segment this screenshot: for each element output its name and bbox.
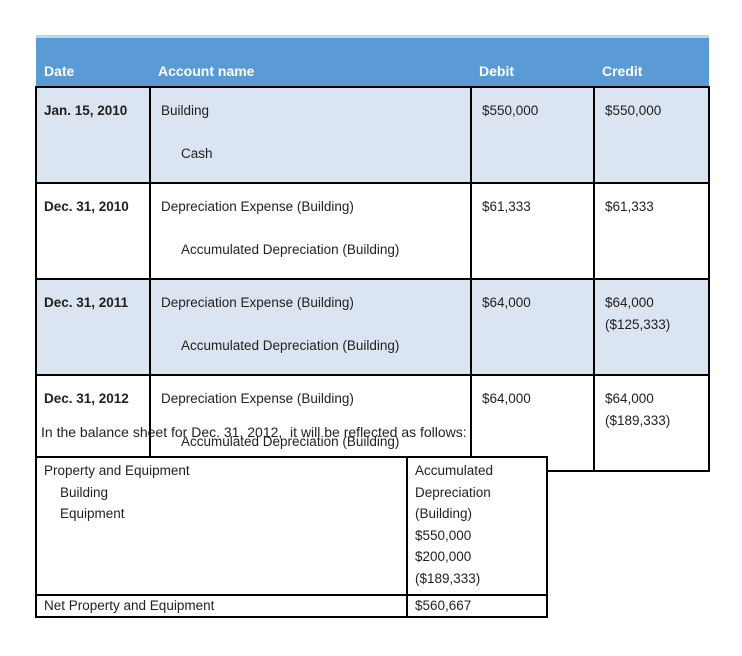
debit-account-line: Building	[161, 103, 210, 118]
equipment-label: Equipment	[60, 506, 125, 521]
debit-account-line: Depreciation Expense (Building)	[161, 295, 354, 310]
credit-account-line: Accumulated Depreciation (Building)	[181, 242, 400, 257]
debit-amount-cell: $64,000	[470, 374, 595, 472]
column-header-debit: Debit	[471, 35, 594, 87]
table-row: Dec. 31, 2011 Depreciation Expense (Buil…	[35, 278, 710, 376]
column-header-date: Date	[36, 35, 150, 87]
debit-amount-cell: $550,000	[470, 86, 595, 184]
date-cell: Dec. 31, 2010	[35, 182, 151, 280]
building-label: Building	[60, 484, 109, 500]
account-cell: Depreciation Expense (Building) Accumula…	[149, 374, 472, 472]
credit-amount-cell: $550,000	[593, 86, 710, 184]
credit-amount-cell: $64,000 ($189,333)	[593, 374, 710, 472]
date-cell: Jan. 15, 2010	[35, 86, 151, 184]
column-header-credit: Credit	[594, 35, 709, 87]
table-row: Property and Equipment Building Equipmen…	[35, 456, 548, 596]
column-header-account-name: Account name	[150, 35, 471, 87]
debit-account-line: Depreciation Expense (Building)	[161, 391, 354, 406]
credit-account-line: Cash	[181, 146, 213, 161]
credit-amount: $64,000	[605, 391, 654, 406]
credit-amount: $64,000	[605, 295, 654, 310]
table-row: Dec. 31, 2010 Depreciation Expense (Buil…	[35, 182, 710, 280]
date-cell: Dec. 31, 2011	[35, 278, 151, 376]
journal-entries-table: Date Account name Debit Credit Jan. 15, …	[35, 35, 710, 472]
credit-account-line: Accumulated Depreciation (Building)	[181, 434, 400, 449]
accumulated-balance-note: ($125,333)	[605, 317, 671, 332]
account-cell: Depreciation Expense (Building) Accumula…	[149, 182, 472, 280]
net-property-and-equipment-label: Net Property and Equipment	[35, 594, 408, 618]
table-row: Net Property and Equipment $560,667	[35, 594, 548, 618]
property-and-equipment-label: Property and Equipment	[44, 463, 190, 478]
account-cell: Depreciation Expense (Building) Accumula…	[149, 278, 472, 376]
table-row: Dec. 31, 2012 Depreciation Expense (Buil…	[35, 374, 710, 472]
debit-amount-cell: $64,000	[470, 278, 595, 376]
credit-amount: $550,000	[605, 103, 662, 118]
accumulated-depreciation-line: (Building)	[415, 506, 473, 521]
accumulated-depreciation-value: ($189,333)	[415, 570, 481, 586]
balance-sheet-note-text: In the balance sheet for Dec. 31, 2012, …	[41, 424, 467, 440]
debit-account-line: Depreciation Expense (Building)	[161, 199, 354, 214]
table-row: Jan. 15, 2010 Building Cash $550,000 $55…	[35, 86, 710, 184]
credit-amount-cell: $64,000 ($125,333)	[593, 278, 710, 376]
accumulated-depreciation-cell: Accumulated Depreciation (Building) $550…	[406, 456, 548, 596]
accumulated-balance-note: ($189,333)	[605, 413, 671, 428]
equipment-cost-value: $200,000	[415, 549, 472, 564]
credit-amount: $61,333	[605, 199, 654, 214]
credit-amount-cell: $61,333	[593, 182, 710, 280]
account-cell: Building Cash	[149, 86, 472, 184]
accumulated-depreciation-line: Depreciation	[415, 484, 491, 500]
debit-amount-cell: $61,333	[470, 182, 595, 280]
credit-account-line: Accumulated Depreciation (Building)	[181, 338, 400, 353]
balance-sheet-table: Property and Equipment Building Equipmen…	[35, 456, 548, 618]
journal-table-header: Date Account name Debit Credit	[36, 35, 709, 87]
building-cost-value: $550,000	[415, 527, 472, 543]
net-property-and-equipment-value: $560,667	[406, 594, 548, 618]
accumulated-depreciation-line: Accumulated	[415, 463, 494, 478]
property-and-equipment-cell: Property and Equipment Building Equipmen…	[35, 456, 408, 596]
date-cell: Dec. 31, 2012	[35, 374, 151, 472]
